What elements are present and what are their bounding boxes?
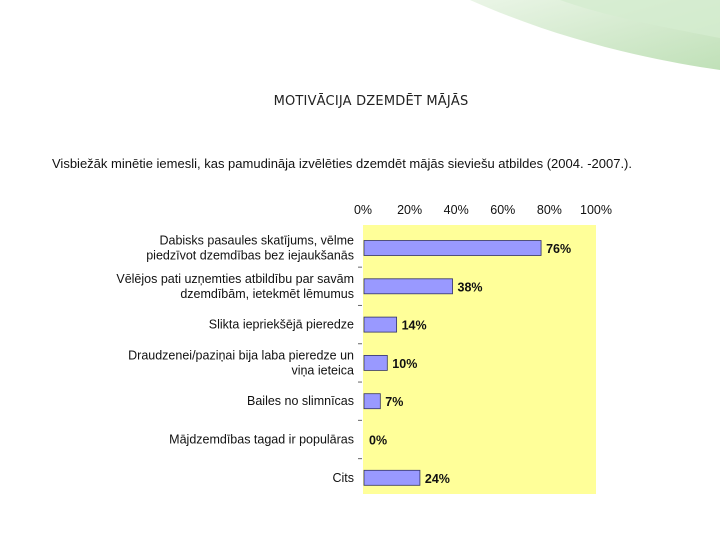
data-label: 14% (402, 319, 427, 333)
bar (363, 316, 398, 333)
bar (363, 354, 388, 371)
bars (358, 240, 542, 486)
category-label: piedzīvot dzemdības bez iejaukšanās (146, 249, 354, 263)
x-axis-ticks: 0% 20% 40% 60% 80% 100% (354, 203, 612, 217)
bar (363, 469, 421, 486)
data-labels: 76% 38% 14% 10% 7% 0% 24% (369, 242, 571, 486)
category-label: Dabisks pasaules skatījums, vēlme (159, 234, 354, 248)
data-label: 76% (546, 242, 571, 256)
data-label: 38% (458, 280, 483, 294)
bar (363, 240, 542, 256)
x-tick-label: 20% (397, 203, 422, 217)
category-label: Bailes no slimnīcas (247, 394, 354, 408)
bar (363, 393, 381, 410)
data-label: 0% (369, 434, 387, 448)
data-label: 10% (392, 357, 417, 371)
slide-title: MOTIVĀCIJA DZEMDĒT MĀJĀS (273, 94, 469, 109)
category-label: dzemdībām, ietekmēt lēmumus (180, 287, 354, 301)
category-label: viņa ieteica (291, 363, 354, 377)
data-label: 7% (385, 395, 403, 409)
category-label: Vēlējos pati uzņemties atbildību par sav… (116, 272, 354, 286)
decorative-swoosh-accent (560, 0, 720, 38)
x-tick-label: 100% (580, 203, 612, 217)
x-tick-label: 0% (354, 203, 372, 217)
category-label: Cits (332, 471, 354, 485)
slide-subtitle: Visbiežāk minētie iemesli, kas pamudināj… (52, 156, 632, 171)
category-label: Slikta iepriekšējā pieredze (209, 318, 354, 332)
category-label: Mājdzemdības tagad ir populāras (169, 433, 354, 447)
x-tick-label: 60% (490, 203, 515, 217)
x-tick-label: 80% (537, 203, 562, 217)
bar (363, 278, 453, 295)
x-tick-label: 40% (444, 203, 469, 217)
plot-area (363, 225, 596, 494)
data-label: 24% (425, 472, 450, 486)
category-labels: Dabisks pasaules skatījums, vēlmepiedzīv… (116, 234, 354, 485)
category-label: Draudzenei/paziņai bija laba pieredze un (128, 348, 354, 362)
